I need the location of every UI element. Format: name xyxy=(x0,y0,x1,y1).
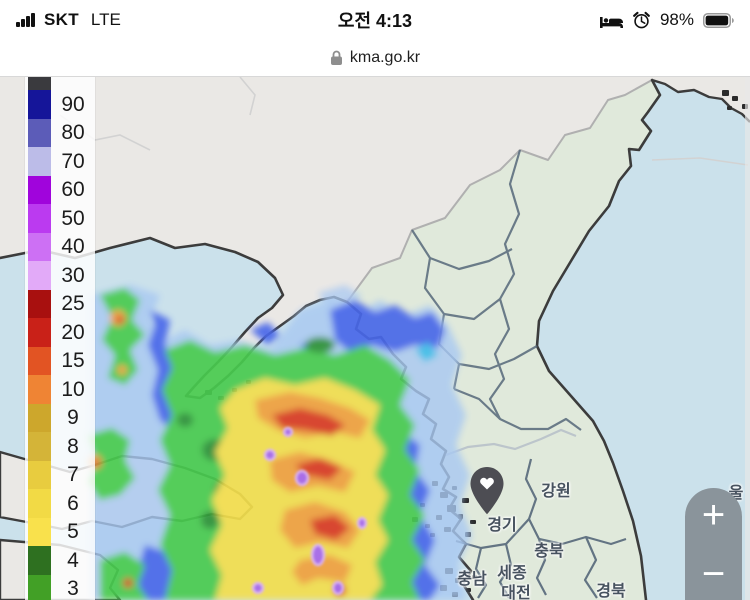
status-bar-right: 98% xyxy=(599,10,734,30)
lock-icon xyxy=(330,50,342,65)
legend-color-swatch xyxy=(28,289,51,318)
battery-percent: 98% xyxy=(659,10,694,29)
legend-row: 40 xyxy=(25,232,95,261)
legend-row: 5 xyxy=(25,517,95,546)
legend-row: 3 xyxy=(25,574,95,600)
legend-value: 40 xyxy=(61,235,85,259)
legend-value: 25 xyxy=(61,292,85,316)
legend-row: 4 xyxy=(25,546,95,575)
legend-color-swatch xyxy=(28,118,51,147)
status-bar-left: SKT LTE xyxy=(16,10,121,30)
legend-color-swatch xyxy=(28,346,51,375)
legend-row: 80 xyxy=(25,118,95,147)
zoom-out-button[interactable]: − xyxy=(701,552,726,596)
legend-color-swatch xyxy=(28,318,51,347)
signal-bars-icon xyxy=(16,13,35,27)
legend-color-swatch xyxy=(28,232,51,261)
url-domain[interactable]: kma.go.kr xyxy=(349,49,421,66)
network-label: LTE xyxy=(90,10,121,29)
legend-value: 9 xyxy=(67,406,79,430)
legend-value: 60 xyxy=(61,178,85,202)
legend-color-swatch xyxy=(28,546,51,575)
dmz-line xyxy=(445,428,577,457)
legend-row: 30 xyxy=(25,261,95,290)
legend-value: 10 xyxy=(61,377,85,401)
legend-row: 7 xyxy=(25,460,95,489)
legend-color-swatch xyxy=(28,90,51,119)
legend-value: 20 xyxy=(61,320,85,344)
legend-row: 50 xyxy=(25,204,95,233)
page-edge-strip xyxy=(745,77,750,600)
legend-row: 8 xyxy=(25,432,95,461)
legend-row: 90 xyxy=(25,90,95,119)
legend-value: 6 xyxy=(67,491,79,515)
national-border xyxy=(346,79,653,303)
status-bar: SKT LTE 오전 4:13 98% xyxy=(0,0,750,40)
china-landmass xyxy=(0,77,750,398)
province-label: 경북 xyxy=(596,583,626,600)
legend-color-swatch xyxy=(28,489,51,518)
legend-value: 70 xyxy=(61,149,85,173)
legend-color-swatch xyxy=(28,261,51,290)
legend-value: 50 xyxy=(61,206,85,230)
legend-color-swatch xyxy=(28,517,51,546)
legend-value: 3 xyxy=(67,577,79,600)
legend-color-swatch xyxy=(28,432,51,461)
legend-value: 30 xyxy=(61,263,85,287)
radar-purple-cells xyxy=(251,426,368,596)
legend-value: 4 xyxy=(67,548,79,572)
legend-color-swatch xyxy=(28,375,51,404)
legend-row xyxy=(25,77,95,90)
radar-intensity-legend: 90 80 70 60 50 40 xyxy=(25,77,95,600)
alarm-clock-icon xyxy=(633,11,650,28)
legend-color-swatch xyxy=(28,147,51,176)
legend-row: 9 xyxy=(25,403,95,432)
legend-color-swatch xyxy=(28,204,51,233)
province-label: 충남 xyxy=(457,571,487,588)
legend-value: 80 xyxy=(61,121,85,145)
legend-value: 15 xyxy=(61,349,85,373)
sk-province-borders xyxy=(455,458,627,599)
legend-color-swatch xyxy=(28,460,51,489)
map-canvas xyxy=(0,77,750,600)
legend-color-swatch xyxy=(28,403,51,432)
province-label: 세종 xyxy=(497,565,527,582)
east-coastline xyxy=(535,78,662,600)
legend-value: 90 xyxy=(61,92,85,116)
legend-row: 25 xyxy=(25,289,95,318)
legend-color-swatch xyxy=(28,175,51,204)
radar-map[interactable]: 강원 경기 충북 충남 세종 대전 경북 울 90 xyxy=(0,77,750,600)
legend-row: 6 xyxy=(25,489,95,518)
legend-row: 20 xyxy=(25,318,95,347)
sleep-mode-bed-icon xyxy=(599,16,623,28)
legend-value: 8 xyxy=(67,434,79,458)
zoom-in-button[interactable]: + xyxy=(701,493,726,537)
location-pin-icon[interactable] xyxy=(468,465,506,517)
url-bar[interactable]: kma.go.kr xyxy=(0,40,750,77)
battery-icon xyxy=(703,12,734,28)
province-label: 경기 xyxy=(487,517,517,534)
province-label: 충북 xyxy=(534,543,564,560)
carrier-label: SKT xyxy=(44,10,79,29)
legend-row: 60 xyxy=(25,175,95,204)
legend-color-swatch xyxy=(28,574,51,600)
ne-coastline xyxy=(651,78,750,123)
province-label: 대전 xyxy=(501,585,531,600)
legend-color-swatch xyxy=(28,77,51,90)
map-zoom-control: + − xyxy=(685,488,742,600)
legend-value: 7 xyxy=(67,463,79,487)
legend-row: 10 xyxy=(25,375,95,404)
province-label: 강원 xyxy=(541,483,571,500)
radar-echo-overlay xyxy=(88,285,472,600)
legend-row: 70 xyxy=(25,147,95,176)
legend-row: 15 xyxy=(25,346,95,375)
legend-value: 5 xyxy=(67,520,79,544)
